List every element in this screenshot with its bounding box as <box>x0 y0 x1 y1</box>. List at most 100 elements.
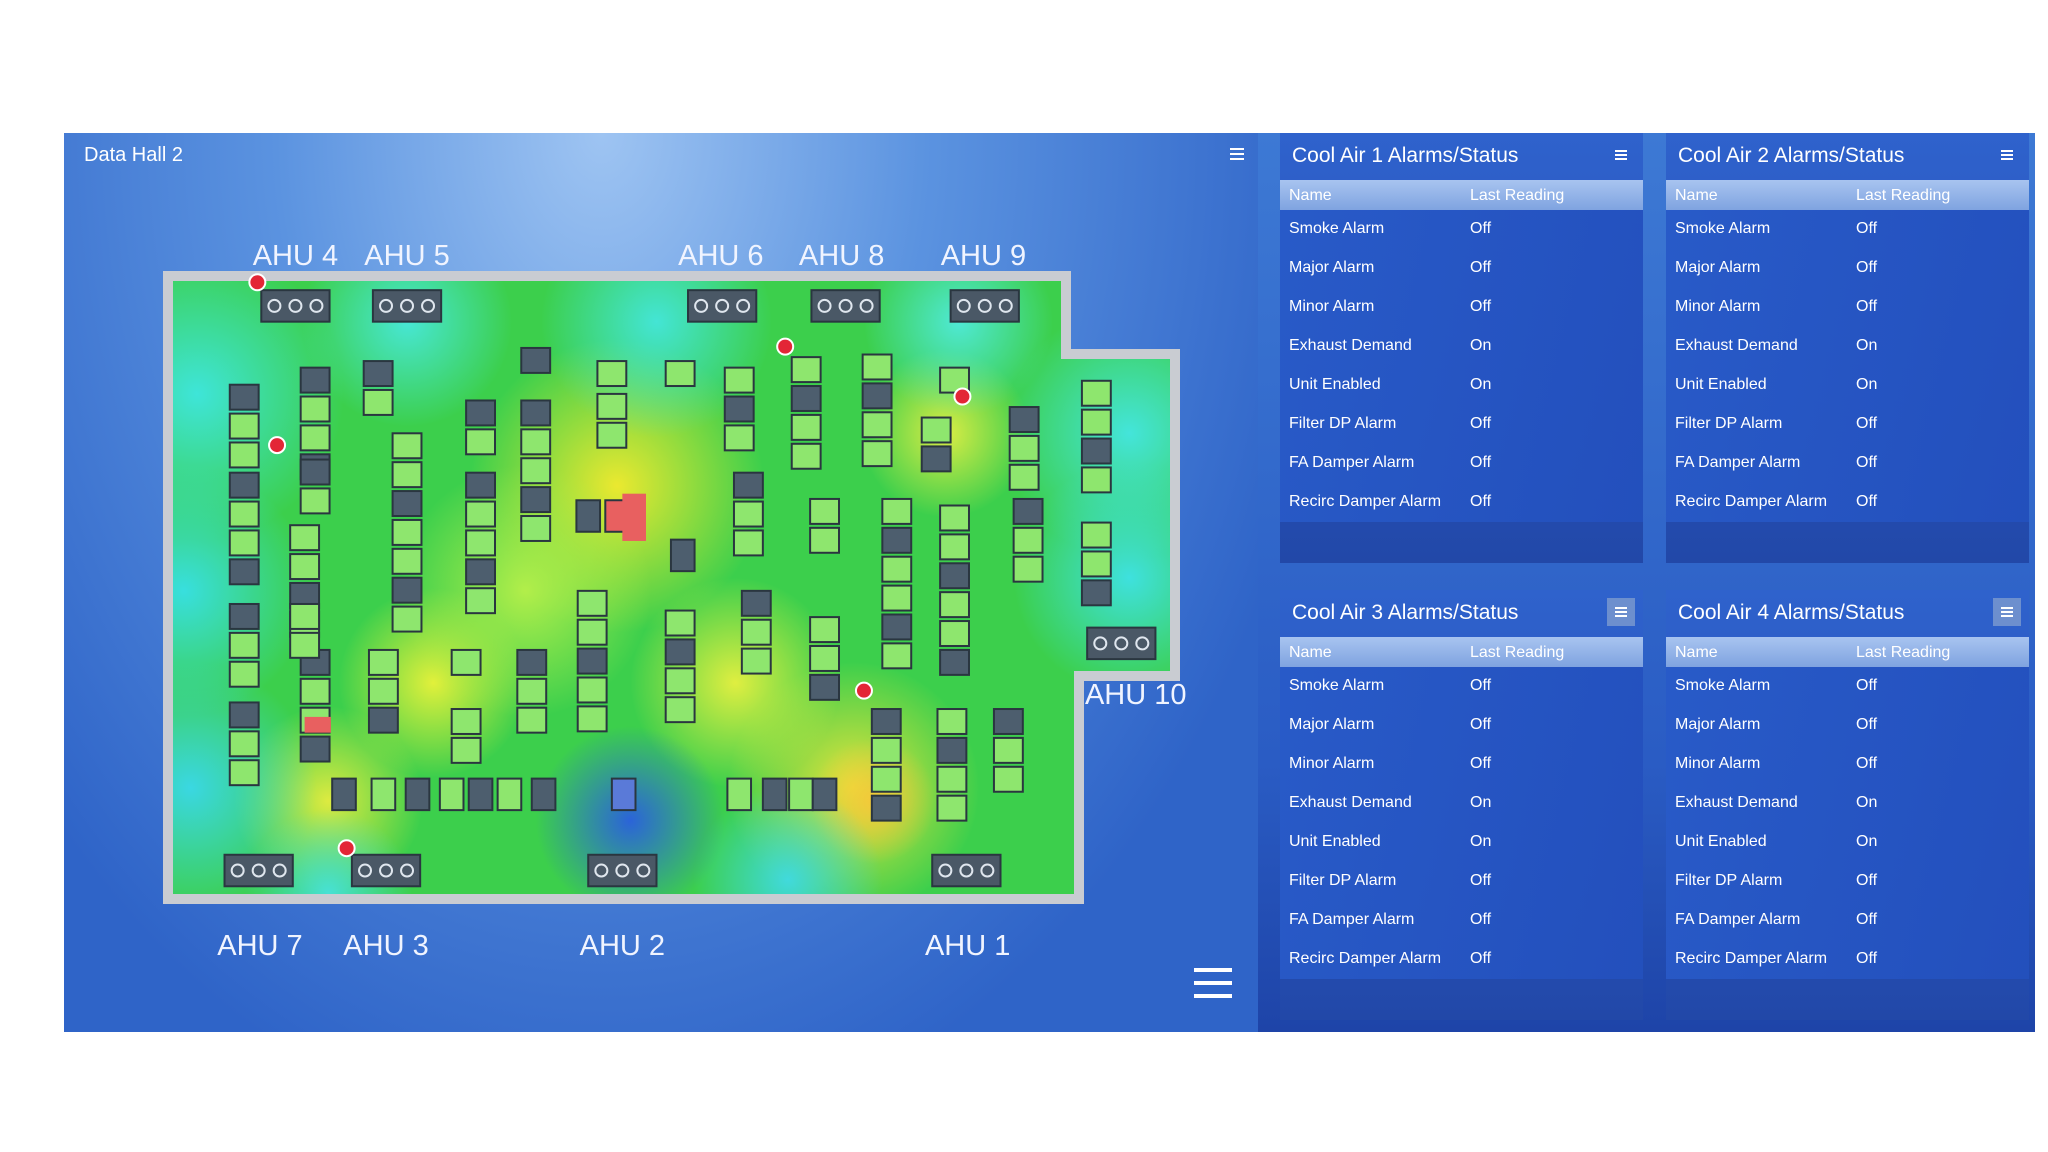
heat-blob <box>535 726 725 899</box>
rack <box>870 794 902 822</box>
ahu-body <box>687 289 758 323</box>
rack <box>465 587 497 615</box>
rack <box>289 553 321 581</box>
rack <box>228 730 260 758</box>
reading: Off <box>1856 220 1878 237</box>
rack <box>289 631 321 659</box>
ahu-label: AHU 1 <box>924 929 1011 962</box>
rack <box>391 576 423 604</box>
rack <box>362 388 394 416</box>
reading: Off <box>1470 716 1492 733</box>
panel-menu[interactable] <box>1607 141 1635 169</box>
rack <box>516 706 548 734</box>
table-row: Smoke Alarm Off <box>1666 210 2029 249</box>
rack <box>936 736 968 764</box>
hall-menu[interactable] <box>1230 148 1244 160</box>
table-row: Exhaust Demand On <box>1666 327 2029 366</box>
reading: On <box>1856 376 1878 393</box>
alarm-name: FA Damper Alarm <box>1675 911 1801 928</box>
rack <box>450 708 482 735</box>
rack <box>520 515 552 542</box>
alarm-name: Unit Enabled <box>1675 833 1767 850</box>
floor-plan <box>163 271 1180 904</box>
rack <box>1012 555 1044 583</box>
rack <box>299 458 331 486</box>
reading: Off <box>1470 872 1492 889</box>
rack <box>299 735 331 763</box>
rack <box>861 382 893 410</box>
menu-bar <box>1615 607 1627 609</box>
rack <box>1080 379 1112 407</box>
ahu-fan <box>288 298 303 313</box>
alarm-name: Exhaust Demand <box>1675 337 1798 354</box>
reading: Off <box>1470 220 1492 237</box>
reading: On <box>1470 794 1492 811</box>
table-header: Name Last Reading <box>1666 180 2029 210</box>
rack <box>881 555 913 583</box>
rack <box>811 777 838 812</box>
table-row: Unit Enabled On <box>1666 823 2029 862</box>
reading: Off <box>1470 911 1492 928</box>
rack <box>465 471 497 499</box>
panel-menu[interactable] <box>1993 141 2021 169</box>
rack <box>228 631 260 659</box>
ahu-label: AHU 2 <box>579 929 666 962</box>
panel-menu[interactable] <box>1993 598 2021 626</box>
rack <box>391 490 423 518</box>
rack <box>228 701 260 729</box>
rack <box>1012 497 1044 525</box>
rack <box>790 442 822 470</box>
table-row: Major Alarm Off <box>1666 249 2029 288</box>
ahu-unit <box>587 853 658 888</box>
table-row: Exhaust Demand On <box>1280 327 1643 366</box>
reading: On <box>1470 337 1492 354</box>
rack <box>576 705 608 733</box>
rack <box>596 360 628 388</box>
rack <box>920 416 952 444</box>
table-row: Recirc Damper Alarm Off <box>1280 940 1643 979</box>
ahu-body <box>350 853 422 888</box>
alarm-name: Filter DP Alarm <box>1675 872 1783 889</box>
alarm-name: Major Alarm <box>1289 716 1375 733</box>
rack <box>809 644 841 672</box>
rack <box>331 777 357 812</box>
alarm-marker <box>248 273 267 292</box>
table-row: Minor Alarm Off <box>1666 745 2029 784</box>
ahu-fan <box>998 298 1013 313</box>
column-header: Name <box>1289 644 1332 661</box>
menu-bar <box>1615 154 1627 156</box>
ahu-fan <box>400 863 415 878</box>
table-row: Major Alarm Off <box>1280 706 1643 745</box>
rack <box>596 392 628 420</box>
panel-menu[interactable] <box>1607 598 1635 626</box>
table-row: Exhaust Demand On <box>1666 784 2029 823</box>
rack <box>664 696 696 724</box>
table-row: FA Damper Alarm Off <box>1666 901 2029 940</box>
rack <box>404 777 431 812</box>
table-row: Filter DP Alarm Off <box>1280 862 1643 901</box>
reading: Off <box>1856 298 1878 315</box>
rack <box>1080 466 1112 494</box>
table-row: Filter DP Alarm Off <box>1280 405 1643 444</box>
table-row: Major Alarm Off <box>1666 706 2029 745</box>
ahu-unit <box>810 289 881 323</box>
alarm-name: Minor Alarm <box>1289 755 1375 772</box>
rack <box>992 708 1024 735</box>
reading: Off <box>1856 950 1878 967</box>
rack <box>740 618 772 646</box>
alarm-name: Unit Enabled <box>1675 376 1767 393</box>
main-menu[interactable] <box>1194 968 1232 998</box>
menu-bar <box>2001 615 2013 617</box>
ahu-unit <box>371 289 443 323</box>
rack <box>1080 550 1112 578</box>
ahu-fan <box>956 298 971 313</box>
rack <box>228 383 260 411</box>
ahu-fan <box>1135 636 1150 651</box>
ahu-fan <box>309 298 324 313</box>
reading: Off <box>1470 259 1492 276</box>
rack <box>936 708 968 735</box>
heat-blob <box>244 808 413 899</box>
alarm-name: Filter DP Alarm <box>1289 415 1397 432</box>
table-header: Name Last Reading <box>1280 637 1643 667</box>
rack <box>391 605 423 633</box>
